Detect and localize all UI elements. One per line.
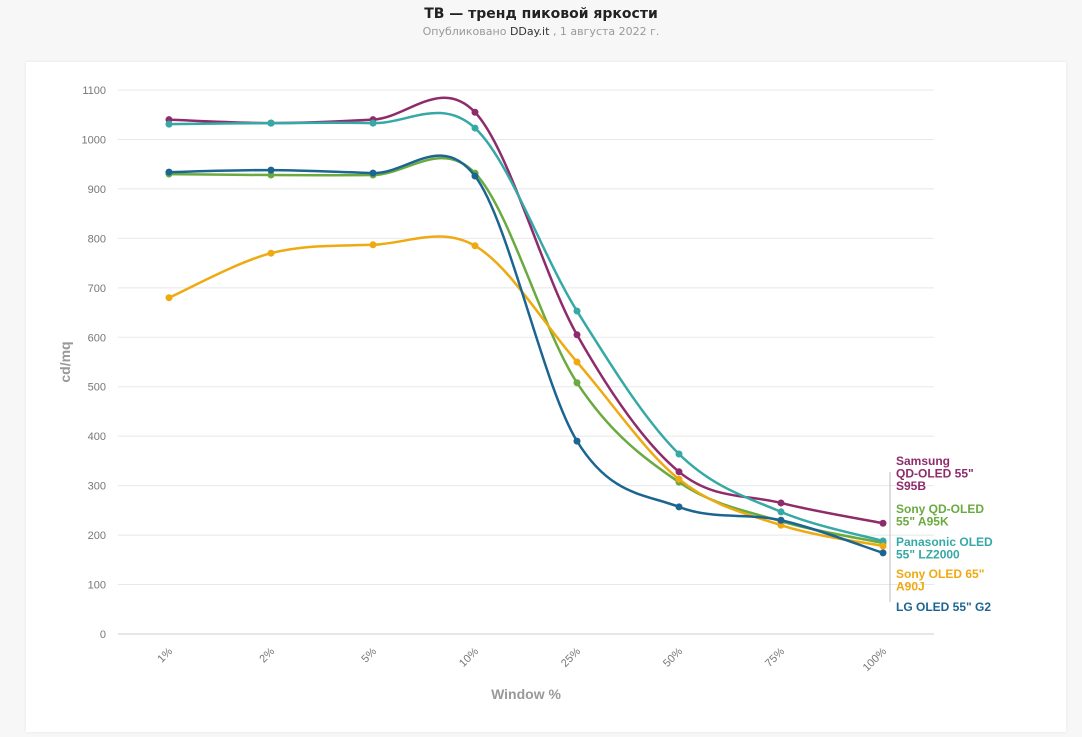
data-point bbox=[777, 516, 785, 524]
series-label: Sony OLED 65" bbox=[896, 567, 984, 581]
data-point bbox=[267, 166, 275, 174]
data-point bbox=[165, 294, 173, 302]
x-tick-label: 10% bbox=[457, 645, 481, 669]
data-point bbox=[369, 169, 377, 177]
publish-date: , 1 августа 2022 г. bbox=[552, 25, 660, 38]
series-line bbox=[168, 154, 884, 555]
data-point bbox=[675, 468, 683, 476]
published-prefix: Опубликовано bbox=[422, 25, 507, 38]
data-point bbox=[573, 331, 581, 339]
data-point bbox=[471, 108, 479, 116]
data-point bbox=[879, 519, 887, 527]
y-tick-label: 200 bbox=[88, 530, 106, 542]
series-line bbox=[168, 235, 884, 548]
series-line bbox=[168, 111, 884, 543]
data-point bbox=[267, 249, 275, 257]
source-link[interactable]: DDay.it bbox=[509, 25, 550, 38]
data-point bbox=[675, 450, 683, 458]
data-point bbox=[471, 124, 479, 132]
x-tick-label: 75% bbox=[763, 645, 787, 669]
x-tick-label: 2% bbox=[257, 645, 277, 665]
series-label: Sony QD-OLED bbox=[896, 502, 984, 516]
x-tick-label: 50% bbox=[661, 645, 685, 669]
x-tick-label: 1% bbox=[155, 645, 175, 665]
data-point bbox=[879, 549, 887, 557]
y-tick-label: 700 bbox=[88, 283, 106, 295]
series-label: Samsung bbox=[896, 454, 950, 468]
x-tick-label: 100% bbox=[861, 645, 890, 674]
series-label: QD-OLED 55" bbox=[896, 467, 974, 481]
x-axis-title: Window % bbox=[491, 686, 561, 702]
data-point bbox=[573, 437, 581, 445]
data-point bbox=[675, 503, 683, 511]
data-point bbox=[675, 475, 683, 483]
data-point bbox=[267, 119, 275, 127]
y-tick-label: 900 bbox=[88, 184, 106, 196]
series-label: Panasonic OLED bbox=[896, 535, 993, 549]
data-point bbox=[165, 168, 173, 176]
data-point bbox=[369, 241, 377, 249]
y-tick-label: 1000 bbox=[82, 134, 106, 146]
subtitle: Опубликовано DDay.it , 1 августа 2022 г. bbox=[0, 25, 1082, 38]
x-tick-label: 5% bbox=[359, 645, 379, 665]
data-point bbox=[267, 171, 275, 179]
series-line bbox=[168, 96, 884, 525]
data-point bbox=[471, 172, 479, 180]
y-tick-label: 0 bbox=[100, 629, 106, 641]
series-label: S95B bbox=[896, 479, 926, 493]
series-label: 55" LZ2000 bbox=[896, 548, 960, 562]
data-point bbox=[777, 521, 785, 529]
data-point bbox=[879, 542, 887, 550]
y-tick-label: 500 bbox=[88, 382, 106, 394]
data-point bbox=[573, 379, 581, 387]
series-label: LG OLED 55" G2 bbox=[896, 600, 991, 614]
y-axis-title: cd/mq bbox=[57, 341, 73, 382]
series-label: A90J bbox=[896, 580, 925, 594]
x-tick-label: 25% bbox=[559, 645, 583, 669]
data-point bbox=[879, 537, 887, 545]
data-point bbox=[573, 307, 581, 315]
data-point bbox=[777, 499, 785, 507]
y-tick-label: 100 bbox=[88, 580, 106, 592]
y-tick-label: 400 bbox=[88, 431, 106, 443]
page-title: ТВ — тренд пиковой яркости bbox=[424, 6, 658, 22]
data-point bbox=[369, 119, 377, 127]
y-tick-label: 600 bbox=[88, 332, 106, 344]
data-point bbox=[777, 508, 785, 516]
series-label: 55" A95K bbox=[896, 515, 949, 529]
data-point bbox=[471, 242, 479, 250]
y-tick-label: 800 bbox=[88, 233, 106, 245]
y-tick-label: 300 bbox=[88, 481, 106, 493]
series-line bbox=[168, 156, 884, 545]
y-tick-label: 1100 bbox=[82, 85, 106, 97]
data-point bbox=[573, 358, 581, 366]
data-point bbox=[165, 120, 173, 128]
